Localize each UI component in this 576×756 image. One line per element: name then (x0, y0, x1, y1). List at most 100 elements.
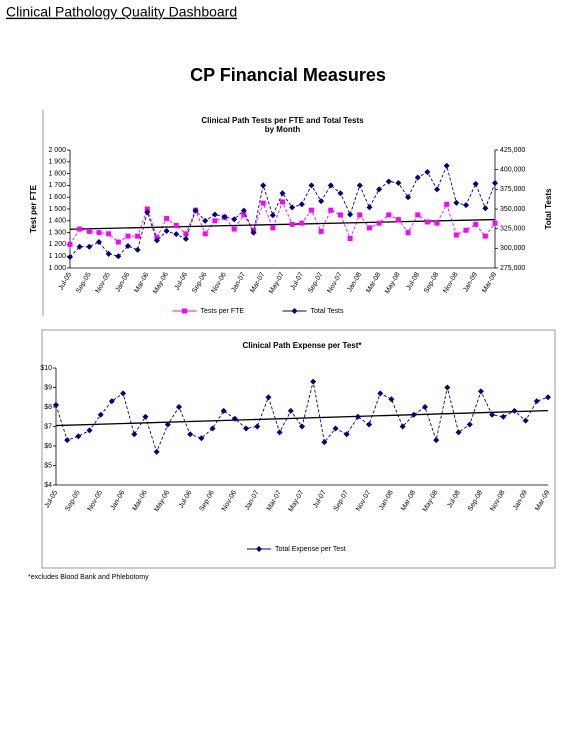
point (337, 212, 343, 218)
point (231, 415, 238, 422)
dashboard-title: Clinical Pathology Quality Dashboard (6, 4, 237, 20)
x-tick-label: Jul-07 (290, 271, 306, 291)
y-tick-label: $7 (44, 423, 52, 430)
x-tick-label: Mar-09 (481, 271, 498, 294)
x-tick-label: Nov-06 (211, 271, 228, 294)
point (221, 213, 228, 220)
point (291, 308, 298, 314)
point (198, 435, 205, 442)
point (376, 220, 382, 226)
point (254, 423, 261, 430)
x-tick-label: Nov-08 (489, 489, 506, 512)
point (388, 396, 395, 403)
x-tick-label: Sep-07 (333, 489, 350, 512)
y-tick-label: 1 300 (48, 229, 66, 236)
x-tick-label: Nov-07 (326, 271, 343, 294)
point (347, 211, 354, 218)
y-tick-label: $6 (44, 443, 52, 450)
y-tick-label: $8 (44, 404, 52, 411)
point (67, 253, 73, 260)
point (260, 182, 267, 189)
point (354, 413, 361, 420)
point (125, 233, 131, 239)
y-tick-label: $9 (44, 384, 52, 391)
point (134, 246, 141, 253)
point (231, 226, 237, 232)
y2-tick-label: 300,000 (500, 245, 525, 252)
point (279, 190, 286, 197)
point (153, 448, 160, 455)
point (105, 250, 112, 257)
point (299, 423, 305, 430)
y-tick-label: 2 000 (48, 147, 66, 154)
x-tick-label: Jul-07 (312, 489, 328, 509)
point (106, 231, 112, 237)
x-tick-label: Jan-08 (346, 271, 363, 293)
x-tick-label: May-07 (268, 271, 286, 295)
point (76, 243, 83, 250)
point (176, 404, 182, 410)
point (173, 223, 179, 229)
y2-axis-title: Total Tests (544, 188, 553, 230)
point (337, 190, 344, 197)
point (220, 407, 227, 414)
point (455, 429, 462, 436)
point (182, 235, 189, 242)
point (492, 180, 498, 187)
x-tick-label: Jul-06 (178, 489, 194, 509)
point (343, 431, 350, 438)
x-tick-label: Nov-08 (442, 271, 459, 294)
x-tick-label: Nov-05 (87, 489, 104, 512)
point (433, 437, 440, 444)
point (489, 411, 496, 418)
y-tick-label: 1 700 (48, 182, 66, 189)
point (424, 169, 431, 176)
section-heading: CP Financial Measures (190, 65, 386, 85)
point (265, 394, 272, 401)
point (135, 233, 141, 239)
point (405, 194, 412, 201)
y-tick-label: $10 (40, 365, 52, 372)
point (240, 207, 247, 214)
point (482, 233, 488, 239)
point (95, 239, 102, 246)
point (97, 411, 104, 418)
point (357, 212, 363, 218)
point (202, 217, 209, 224)
point (115, 239, 121, 245)
point (444, 201, 450, 207)
point (75, 433, 82, 440)
y2-tick-label: 325,000 (500, 226, 525, 233)
point (289, 204, 296, 211)
point (120, 390, 127, 397)
point (328, 207, 334, 213)
point (453, 199, 460, 206)
y-axis-title: Test per FTE (29, 184, 38, 233)
point (356, 182, 363, 189)
point (477, 388, 484, 395)
y2-tick-label: 350,000 (500, 206, 525, 213)
point (86, 243, 93, 250)
x-tick-label: Mar-09 (534, 489, 551, 512)
point (192, 207, 199, 214)
x-tick-label: Jan-08 (378, 489, 395, 511)
x-tick-label: Sep-08 (467, 489, 484, 512)
point (366, 204, 373, 211)
point (173, 231, 180, 238)
point (366, 225, 372, 231)
y-tick-label: 1 100 (48, 253, 66, 260)
point (332, 425, 339, 432)
x-tick-label: Jan-07 (244, 489, 261, 511)
point (298, 201, 305, 208)
x-tick-label: Mar-06 (133, 271, 150, 294)
y2-tick-label: 400,000 (500, 167, 525, 174)
chart-title: Clinical Path Expense per Test* (242, 341, 362, 350)
legend-label: Total Expense per Test (275, 546, 346, 553)
point (67, 241, 73, 247)
point (270, 225, 276, 231)
point (422, 404, 428, 410)
point (124, 242, 131, 249)
point (327, 182, 334, 189)
point (399, 423, 406, 430)
